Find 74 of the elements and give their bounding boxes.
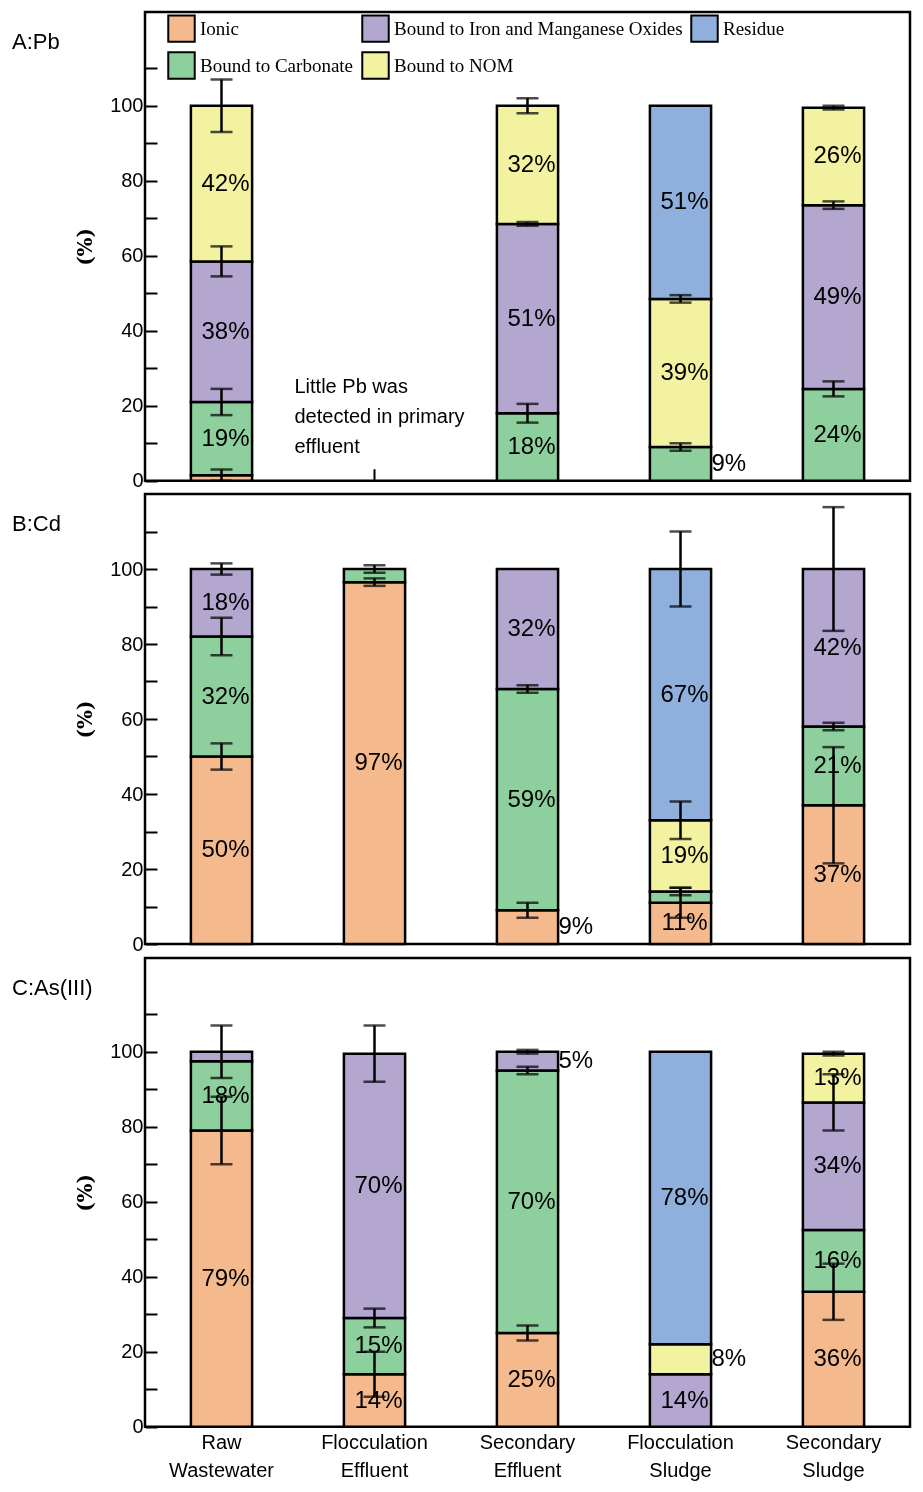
data-label: 8% — [711, 1344, 747, 1372]
data-label: 37% — [813, 859, 862, 887]
y-axis-title: (%) — [73, 1173, 98, 1212]
y-tick-label: 80 — [121, 632, 144, 655]
data-label: 5% — [558, 1046, 594, 1074]
data-label: 16% — [813, 1245, 862, 1273]
legend-label: Ionic — [200, 17, 240, 39]
legend-label: Bound to Carbonate — [200, 54, 354, 76]
data-label: 51% — [507, 303, 556, 331]
data-label: 36% — [813, 1344, 862, 1372]
data-label: 79% — [201, 1263, 250, 1291]
data-label: 9% — [558, 912, 594, 940]
data-label: 11% — [661, 908, 708, 936]
y-tick-label: 20 — [121, 857, 144, 880]
data-label: 9% — [711, 448, 747, 476]
data-label: 70% — [507, 1186, 556, 1214]
x-tick-label: Flocculation Sludge — [627, 1431, 734, 1482]
data-label: 14% — [354, 1385, 403, 1413]
y-tick-label: 100 — [110, 557, 144, 580]
data-label: 26% — [813, 141, 862, 169]
data-label: 32% — [507, 614, 556, 641]
x-tick-label: Secondary Sludge — [785, 1431, 882, 1482]
data-label: 59% — [507, 784, 556, 812]
data-label: 14% — [660, 1385, 709, 1413]
legend-label: Bound to NOM — [394, 54, 514, 76]
data-label: 34% — [813, 1151, 862, 1179]
data-label: 18% — [201, 1080, 250, 1108]
y-tick-label: 100 — [110, 94, 144, 117]
data-label: 32% — [507, 149, 556, 177]
x-tick-label: Flocculation Effluent — [321, 1431, 428, 1482]
y-tick-label: 60 — [121, 1190, 144, 1213]
y-tick-label: 40 — [121, 319, 144, 342]
text: B:Cd — [12, 511, 61, 536]
data-label: 19% — [660, 840, 709, 868]
y-tick-label: 60 — [121, 244, 144, 267]
data-label: 13% — [813, 1063, 862, 1090]
legend-label: Bound to Iron and Manganese Oxides — [394, 17, 683, 39]
y-tick-label: 0 — [132, 1415, 144, 1438]
text: C:As(III) — [12, 975, 93, 1000]
data-label: 32% — [201, 681, 250, 709]
data-label: 38% — [201, 316, 250, 344]
data-label: 18% — [201, 587, 250, 615]
data-label: 49% — [813, 282, 862, 309]
data-label: 18% — [507, 432, 556, 459]
data-label: 78% — [660, 1183, 709, 1210]
data-label: 15% — [354, 1331, 403, 1359]
x-tick-label: Raw Wastewater — [169, 1431, 275, 1482]
data-label: 24% — [813, 419, 862, 447]
y-tick-label: 20 — [121, 1340, 144, 1363]
x-tick-label: Secondary Effluent — [479, 1431, 576, 1482]
y-tick-label: 40 — [121, 1265, 144, 1288]
annotation: Little Pb was detected in primary effluent — [294, 375, 465, 457]
y-tick-label: 80 — [121, 1115, 144, 1138]
y-axis-title: (%) — [73, 227, 98, 266]
data-label: 50% — [201, 835, 250, 863]
data-label: 42% — [813, 632, 862, 660]
y-axis-title: (%) — [73, 700, 98, 739]
y-tick-label: 0 — [132, 932, 144, 955]
data-label: 25% — [507, 1364, 556, 1392]
data-label: 70% — [354, 1170, 403, 1198]
data-label: 39% — [660, 357, 709, 385]
legend-label: Residue — [723, 17, 785, 39]
data-label: 19% — [201, 423, 250, 451]
data-label: 67% — [660, 679, 709, 707]
y-tick-label: 40 — [121, 782, 144, 805]
y-tick-label: 60 — [121, 707, 144, 730]
y-tick-label: 80 — [121, 169, 144, 192]
data-label: 51% — [660, 187, 709, 215]
data-label: 97% — [354, 748, 403, 776]
y-tick-label: 0 — [132, 469, 144, 492]
y-tick-label: 100 — [110, 1040, 144, 1063]
text: A:Pb — [12, 29, 60, 54]
y-tick-label: 20 — [121, 394, 144, 417]
data-label: 42% — [201, 168, 250, 196]
